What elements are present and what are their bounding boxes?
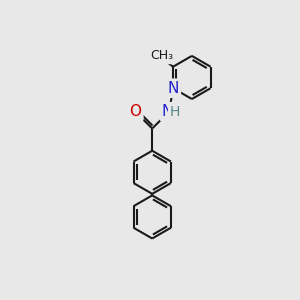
Text: N: N — [162, 104, 173, 119]
Text: N: N — [167, 81, 179, 96]
Text: O: O — [129, 104, 141, 119]
Text: H: H — [170, 105, 180, 119]
Text: CH₃: CH₃ — [150, 50, 173, 62]
